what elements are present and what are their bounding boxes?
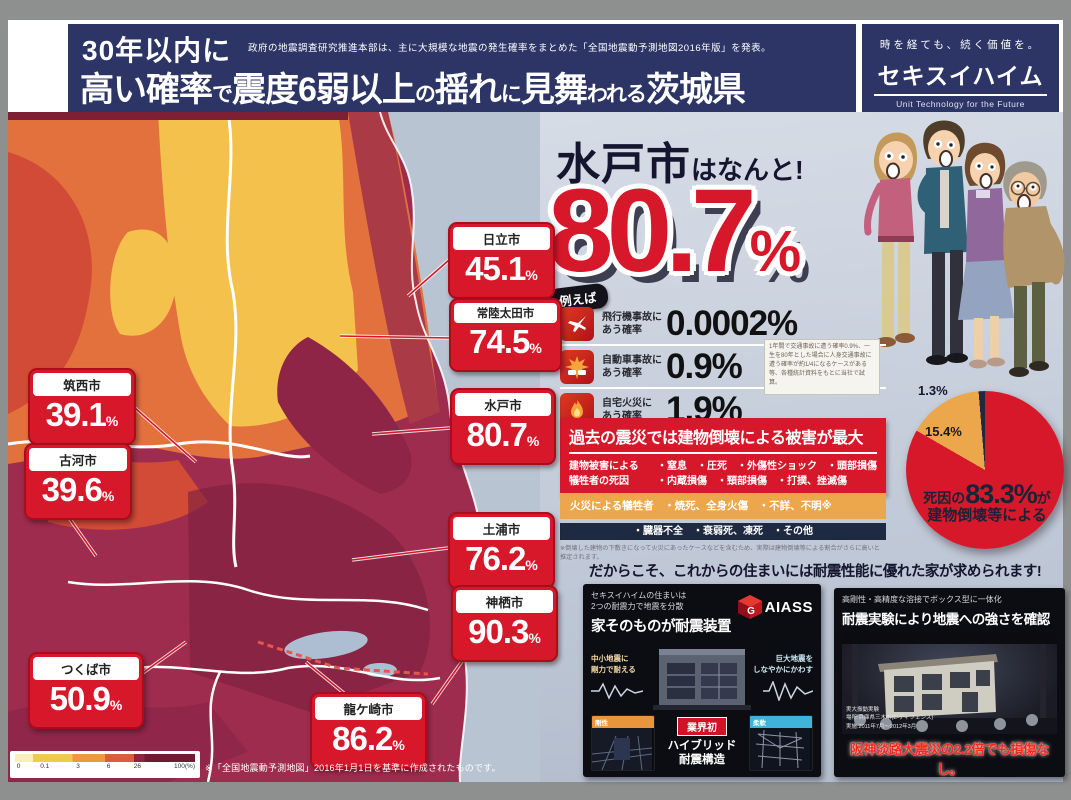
- hybrid-structure-label: ハイブリッド 耐震構造: [667, 739, 737, 766]
- pie-label-fire: 15.4%: [925, 424, 962, 439]
- brand-tagline: 時を経ても、続く価値を。: [879, 39, 1042, 51]
- map-label-koga: 古河市 39.6%: [24, 443, 132, 520]
- map-label-mito: 水戸市 80.7%: [450, 388, 556, 465]
- map-label-hitachi: 日立市 45.1%: [448, 222, 555, 299]
- car-accident-icon: [560, 349, 594, 384]
- airplane-risk-value: 0.0002%: [666, 304, 798, 343]
- damage-title: 過去の震災では建物倒壊による被害が最大: [569, 424, 877, 454]
- map-label-ryugasaki: 龍ケ崎市 86.2%: [310, 692, 427, 769]
- test-result-text: 阪神淡路大震災の2.2倍でも損傷なし。: [849, 741, 1050, 777]
- highlight-city: 水戸市: [556, 140, 691, 189]
- map-footnote: ※「全国地震動予測地図」2016年1月1日を基準に作成されたものです。: [205, 763, 501, 773]
- brand-subtitle: Unit Technology for the Future: [896, 99, 1025, 109]
- gaiass-cube-icon: G: [737, 595, 762, 619]
- shake-test-photo: 実大振動実験 場所:兵庫県三木市(E-ディフェンス) 実施:2011年7月〜20…: [842, 631, 1057, 734]
- map-label-tsuchiura: 土浦市 76.2%: [448, 512, 555, 589]
- highlight-suffix: はなんと!: [691, 155, 804, 185]
- comparison-row-car: 自動車事故に あう確率 0.9%: [560, 346, 886, 389]
- house-graphic: [653, 648, 751, 710]
- airplane-icon: [560, 306, 594, 341]
- pie-label-other: 1.3%: [918, 383, 948, 398]
- resist-phrase: 中小地震に 剛力で耐える: [591, 653, 636, 674]
- comparison-note: 1年間で交通事故に遭う確率0.9%、一生を80年とした場合に人身交通事故に遭う確…: [764, 339, 880, 395]
- page-title: 高い確率で震度6弱以上の揺れに見舞われる茨城県: [80, 71, 746, 109]
- probability-legend: 0 0.1 3 6 26 100(%): [10, 751, 200, 778]
- comparison-row-airplane: 飛行機事故に あう確率 0.0002%: [560, 303, 886, 346]
- header-banner: 30年以内に 政府の地震調査研究推進本部は、主に大規模な地震の発生確率をまとめた…: [68, 24, 856, 112]
- flex-phrase: 巨大地震を しなやかにかわす: [753, 653, 813, 674]
- header-note: 政府の地震調査研究推進本部は、主に大規模な地震の発生確率をまとめた「全国地震動予…: [248, 43, 772, 54]
- industry-first-badge: 業界初: [677, 716, 727, 736]
- risk-comparison-list: 飛行機事故に あう確率 0.0002% 自動車事故に あう確率 0.9% 自宅火災に…: [560, 303, 886, 430]
- shake-test-headline: 耐震実験により地震への強さを確認: [842, 611, 1050, 627]
- svg-text:G: G: [747, 606, 755, 617]
- gaiass-logo: G AIASS: [737, 594, 813, 620]
- flexible-structure-thumbnail: 柔軟: [749, 714, 813, 771]
- shocked-family-illustration: [864, 120, 1065, 377]
- highlight-percentage: 80.7%: [548, 165, 802, 297]
- damage-cause-label: 建物被害による 犠牲者の死因: [569, 461, 639, 487]
- death-cause-pie-chart: [906, 391, 1064, 549]
- fire-victims-bar: 火災による犠牲者 ・焼死、全身火傷 ・不詳、不明※: [560, 493, 886, 519]
- gaiass-headline: 家そのものが耐震装置: [591, 618, 732, 635]
- small-quake-wave-icon: [591, 681, 643, 700]
- car-risk-value: 0.9%: [666, 347, 743, 386]
- gaiass-card: セキスイハイムの住まいは 2つの耐震力で地震を分散 家そのものが耐震装置 G A…: [583, 584, 821, 777]
- map-label-chikusei: 筑西市 39.1%: [28, 368, 136, 445]
- brand-logo: 時を経ても、続く価値を。 セキスイハイム Unit Technology for…: [862, 24, 1059, 112]
- rigid-structure-thumbnail: 剛性: [591, 714, 655, 771]
- header-prefix: 30年以内に: [82, 35, 232, 66]
- damage-banner: 過去の震災では建物倒壊による被害が最大 建物被害による 犠牲者の死因 ・窒息 ・…: [560, 418, 886, 495]
- cta-text: だからこそ、これからの住まいには耐震性能に優れた家が求められます!: [588, 564, 1042, 580]
- pie-caption: 死因の83.3%が 建物倒壊等による: [923, 479, 1051, 525]
- photo-caption: 実大振動実験 場所:兵庫県三木市(E-ディフェンス) 実施:2011年7月〜20…: [846, 707, 934, 730]
- damage-cause-bullets: ・窒息 ・圧死 ・外傷性ショック ・頭部損傷 ・内蔵損傷 ・頸部損傷 ・打撲、挫…: [657, 461, 877, 487]
- big-quake-wave-icon: [763, 680, 813, 701]
- map-label-hitachiota: 常陸太田市 74.5%: [449, 298, 562, 372]
- map-label-tsukuba: つくば市 50.9%: [28, 652, 144, 729]
- shake-test-card: 高剛性・高精度な溶接でボックス型に一体化 耐震実験により地震への強さを確認 実大…: [834, 588, 1065, 777]
- highlight-heading: 水戸市はなんと!: [556, 128, 804, 192]
- legend-gradient-bar: [15, 754, 195, 762]
- damage-footnote: ※倒壊した建物の下敷きになって火災にあったケースなどを含むため、実際は建物倒壊等…: [560, 545, 880, 561]
- shake-test-subtitle: 高剛性・高精度な溶接でボックス型に一体化: [842, 595, 1002, 604]
- brand-name: セキスイハイム: [873, 57, 1048, 96]
- map-label-kamisu: 神栖市 90.3%: [451, 585, 558, 662]
- other-causes-bar: ・臓器不全 ・衰弱死、凍死 ・その他: [560, 523, 886, 540]
